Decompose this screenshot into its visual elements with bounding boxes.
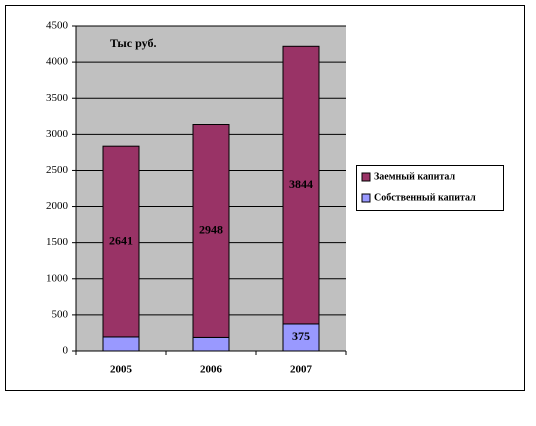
bar-segment: [192, 124, 230, 338]
legend-swatch: [361, 172, 371, 182]
data-label: 2641: [109, 233, 133, 247]
bar-segment: [192, 336, 230, 352]
y-tick-label: 2000: [46, 200, 69, 212]
data-label: 2948: [199, 223, 223, 237]
data-label: 3844: [289, 177, 313, 191]
bar-segment: [102, 145, 140, 338]
bar-segment: [282, 45, 320, 325]
y-tick-label: 4000: [46, 56, 69, 68]
y-tick-label: 1500: [46, 236, 69, 248]
annotation: Тыс руб.: [110, 36, 156, 50]
y-tick-label: 2500: [46, 164, 69, 176]
y-tick-label: 0: [63, 345, 69, 357]
bar-segment: [282, 323, 320, 352]
legend-label: Заемный капитал: [374, 171, 455, 182]
y-tick-label: 500: [52, 308, 69, 320]
data-label: 375: [292, 329, 310, 343]
bar-segment: [102, 336, 140, 352]
x-tick-label: 2006: [200, 364, 223, 376]
x-tick-label: 2005: [110, 364, 133, 376]
legend-label: Собственный капитал: [374, 192, 476, 203]
y-tick-label: 1000: [46, 272, 69, 284]
y-tick-label: 4500: [46, 20, 69, 32]
legend: [356, 165, 504, 211]
legend-swatch: [361, 193, 371, 203]
y-tick-label: 3500: [46, 92, 69, 104]
y-tick-label: 3000: [46, 128, 69, 140]
x-tick-label: 2007: [290, 364, 313, 376]
